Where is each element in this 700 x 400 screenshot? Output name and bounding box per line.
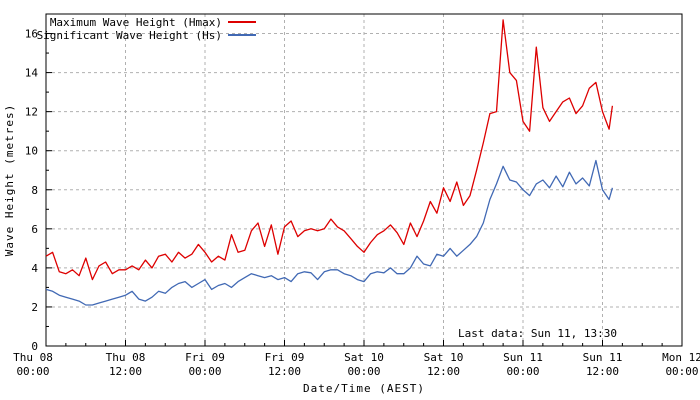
x-tick-label-date: Fri 09 [265,351,305,364]
y-tick-label: 8 [31,184,38,197]
x-tick-label-time: 12:00 [109,365,142,378]
x-tick-label-time: 00:00 [506,365,539,378]
x-tick-label-time: 12:00 [586,365,619,378]
x-tick-label-date: Thu 08 [106,351,146,364]
x-tick-label-date: Mon 12 [662,351,700,364]
plot-border [45,13,683,347]
x-tick-label-time: 12:00 [427,365,460,378]
x-tick-label-date: Fri 09 [185,351,225,364]
legend-label-hs: Significant Wave Height (Hs) [37,29,222,42]
x-tick-label-date: Thu 08 [13,351,53,364]
x-tick-label-date: Sun 11 [503,351,543,364]
x-tick-label-time: 12:00 [268,365,301,378]
y-tick-label: 4 [31,262,38,275]
x-tick-label-time: 00:00 [665,365,698,378]
y-tick-label: 2 [31,301,38,314]
legend-label-hmax: Maximum Wave Height (Hmax) [50,16,222,29]
x-tick-label-date: Sat 10 [344,351,384,364]
y-axis-title: Wave Height (metres) [3,104,16,256]
y-tick-label: 10 [25,145,38,158]
y-tick-label: 0 [31,340,38,353]
y-tick-label: 16 [25,28,38,41]
x-tick-label-time: 00:00 [347,365,380,378]
x-tick-label-date: Sun 11 [583,351,623,364]
hmax-line [45,19,614,281]
last-data-annotation: Last data: Sun 11, 13:30 [458,327,617,340]
x-tick-label-time: 00:00 [16,365,49,378]
y-tick-label: 6 [31,223,38,236]
y-tick-label: 14 [25,67,39,80]
x-tick-label-date: Sat 10 [424,351,464,364]
x-axis-title: Date/Time (AEST) [303,382,425,395]
y-tick-label: 12 [25,106,38,119]
x-tick-label-time: 00:00 [188,365,221,378]
hs-line [45,159,614,306]
